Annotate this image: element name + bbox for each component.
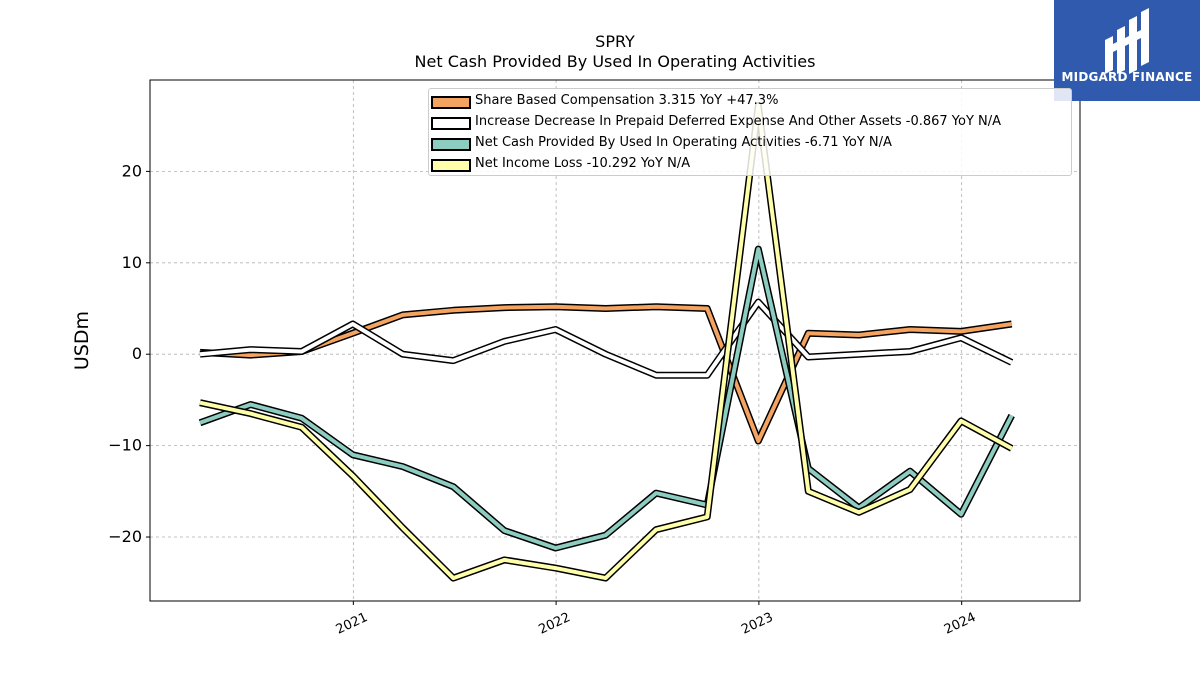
series-line	[199, 247, 1014, 550]
y-axis-label: USDm	[71, 311, 93, 370]
y-tick-label: 20	[122, 161, 142, 180]
legend-label: Net Cash Provided By Used In Operating A…	[475, 135, 892, 150]
legend-label: Share Based Compensation 3.315 YoY +47.3…	[475, 93, 779, 108]
y-tick-label: −10	[108, 436, 142, 455]
legend-swatch	[431, 96, 471, 109]
midgard-m-icon	[1105, 8, 1149, 74]
plot-frame	[149, 79, 1081, 602]
brand-name: MIDGARD FINANCE	[1061, 70, 1193, 84]
x-tick-label: 2021	[334, 610, 370, 638]
series-line-outline	[198, 245, 1015, 552]
y-tick-label: −20	[108, 527, 142, 546]
y-tick-label: 0	[132, 344, 142, 363]
series-line	[199, 304, 1012, 443]
legend-swatch	[431, 117, 471, 130]
legend-swatch	[431, 138, 471, 151]
series-line-outline	[199, 303, 1013, 445]
brand-logo: MIDGARD FINANCE	[1054, 0, 1200, 101]
legend-swatch	[431, 159, 471, 172]
x-tick-label: 2024	[942, 610, 978, 638]
series-line	[199, 103, 1013, 581]
legend-label: Net Income Loss -10.292 YoY N/A	[475, 156, 691, 171]
x-tick-label: 2023	[739, 610, 775, 638]
legend-label: Increase Decrease In Prepaid Deferred Ex…	[475, 114, 1002, 129]
x-tick-label: 2022	[536, 610, 572, 638]
chart-title: SPRY	[595, 32, 635, 51]
series-line	[199, 300, 1013, 378]
y-tick-label: 10	[122, 253, 142, 272]
chart-legend: Share Based Compensation 3.315 YoY +47.3…	[428, 88, 1072, 176]
chart-subtitle: Net Cash Provided By Used In Operating A…	[414, 52, 816, 71]
